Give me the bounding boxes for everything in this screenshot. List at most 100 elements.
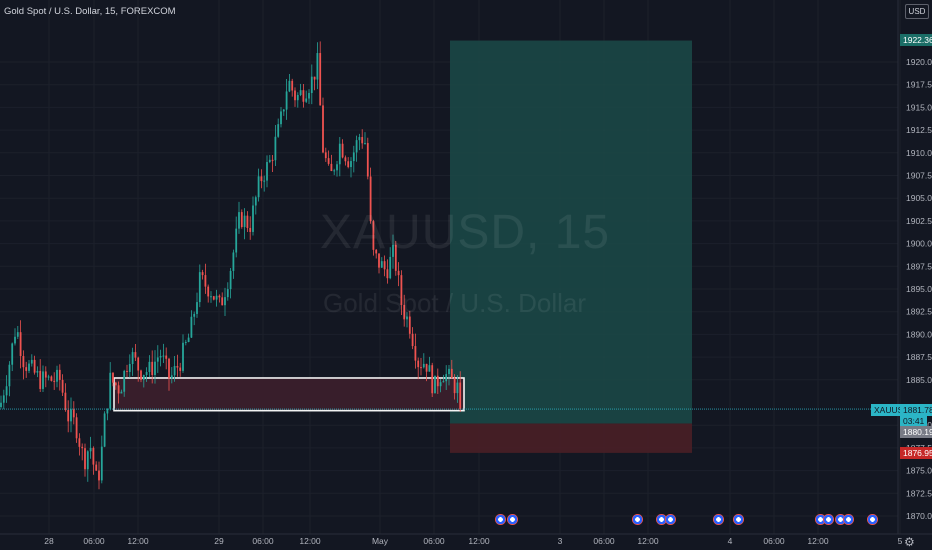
entry-price-tag: 1880.19 [900, 426, 932, 438]
time-tick-label: 06:00 [83, 536, 105, 546]
candle-body [445, 374, 448, 382]
event-marker-icon[interactable] [507, 514, 518, 525]
candle-body [394, 244, 397, 271]
price-tick-label: 1907.50 [906, 171, 932, 181]
price-tick-label: 1892.50 [906, 307, 932, 317]
candle-body [179, 367, 182, 371]
candle-body [285, 91, 288, 110]
event-marker-icon[interactable] [835, 514, 846, 525]
candle-body [459, 382, 462, 410]
candle-body [347, 161, 350, 168]
candle-body [33, 359, 36, 373]
event-marker-icon[interactable] [867, 514, 878, 525]
candle-body [86, 451, 89, 470]
candle-body [221, 297, 224, 306]
event-marker-icon[interactable] [733, 514, 744, 525]
price-tick-label: 1917.50 [906, 80, 932, 90]
price-tick-label: 1890.00 [906, 329, 932, 339]
time-tick-label: 12:00 [468, 536, 490, 546]
price-axis: 1920.00 1917.50 1915.00 1912.50 1910.00 1907.… [906, 57, 932, 521]
price-tick-label: 1885.00 [906, 375, 932, 385]
candle-body [319, 53, 322, 106]
candle-body [61, 379, 64, 393]
candle-body [204, 275, 207, 287]
time-tick-label: 28 [44, 536, 54, 546]
candle-body [408, 316, 411, 334]
candle-body [210, 296, 212, 298]
candle-body [366, 143, 369, 177]
candle-body [39, 370, 42, 389]
candle-body [336, 164, 338, 171]
price-tick-label: 1897.50 [906, 261, 932, 271]
symbol-header[interactable]: Gold Spot / U.S. Dollar, 15, FOREXCOM [4, 6, 176, 17]
candle-body [50, 376, 53, 381]
candle-body [120, 391, 123, 394]
candle-body [218, 295, 221, 298]
event-marker-icon[interactable] [632, 514, 643, 525]
event-marker-icon[interactable] [843, 514, 854, 525]
candlestick-series [0, 41, 462, 490]
candle-body [422, 363, 425, 368]
candle-body [294, 90, 296, 101]
take-profit-zone [450, 40, 692, 424]
candle-body [268, 159, 271, 163]
candle-body [8, 364, 11, 387]
event-marker-icon[interactable] [495, 514, 506, 525]
candle-body [389, 256, 392, 279]
price-tick-label: 1912.50 [906, 125, 932, 135]
price-tick-label: 1900.00 [906, 239, 932, 249]
candle-body [75, 417, 78, 439]
candle-body [361, 137, 364, 144]
candle-body [123, 370, 126, 392]
gear-icon[interactable]: ⚙ [904, 535, 915, 549]
event-marker-icon[interactable] [815, 514, 826, 525]
event-marker-icon[interactable] [665, 514, 676, 525]
candle-body [420, 367, 422, 369]
event-marker-icon[interactable] [656, 514, 667, 525]
candle-body [263, 180, 266, 182]
candle-body [252, 205, 254, 232]
candle-body [2, 395, 5, 403]
candle-body [187, 337, 190, 342]
candle-body [338, 143, 341, 165]
candle-body [84, 448, 86, 470]
candle-body [414, 346, 417, 361]
candle-body [425, 363, 428, 372]
candle-body [176, 365, 179, 368]
watermark-name: Gold Spot / U.S. Dollar [323, 288, 586, 318]
candle-body [288, 80, 291, 92]
candle-body [257, 176, 260, 198]
event-marker-icon[interactable] [713, 514, 724, 525]
candle-body [78, 438, 81, 447]
candle-body [100, 446, 103, 481]
candle-body [114, 382, 117, 386]
candle-body [448, 368, 450, 375]
candle-body [417, 360, 420, 368]
event-marker-icon[interactable] [823, 514, 834, 525]
candle-body [406, 316, 408, 320]
demand-zone-box [113, 377, 465, 412]
candle-body [196, 302, 198, 314]
candle-body [58, 369, 61, 380]
candle-body [103, 413, 106, 447]
candle-body [162, 355, 165, 357]
time-tick-label: May [372, 536, 389, 546]
price-tick-label: 1870.00 [906, 511, 932, 521]
candle-body [112, 372, 114, 383]
time-tick-label: 12:00 [299, 536, 321, 546]
candle-body [70, 409, 72, 422]
candle-body [243, 215, 246, 228]
candle-body [64, 392, 67, 411]
candle-body [198, 272, 201, 303]
candle-body [238, 212, 240, 229]
watermark-ticker: XAUUSD, 15 [320, 206, 611, 259]
candle-body [67, 410, 70, 422]
candle-body [434, 375, 436, 394]
currency-button[interactable]: USD [905, 4, 929, 19]
candle-body [173, 365, 176, 376]
candle-body [344, 157, 347, 162]
candle-body [280, 111, 282, 125]
candle-body [215, 295, 218, 300]
time-tick-label: 12:00 [807, 536, 829, 546]
